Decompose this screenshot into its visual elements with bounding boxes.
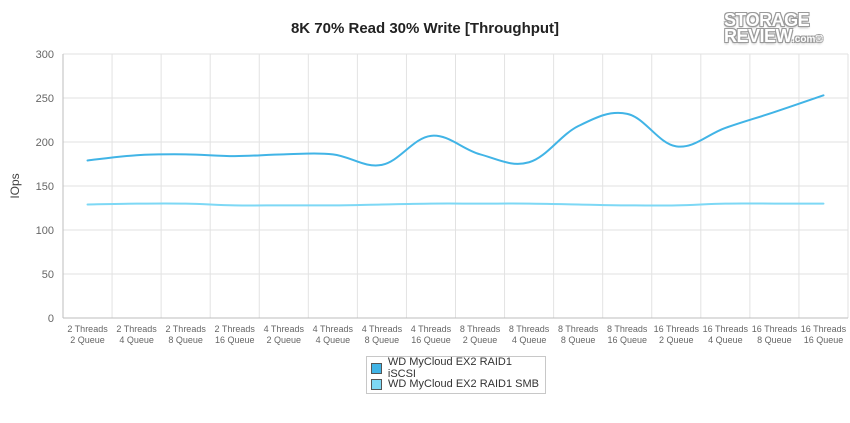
x-tick-label-line: 4 Threads <box>362 324 403 334</box>
x-tick-label: 2 Threads 16 Queue <box>215 324 256 345</box>
x-tick-label: 4 Threads 2 Queue <box>264 324 305 345</box>
y-tick-label: 100 <box>36 225 54 237</box>
x-tick-label-line: 16 Threads <box>654 324 700 334</box>
legend-label-smb: WD MyCloud EX2 RAID1 SMB <box>388 378 539 390</box>
x-tick-label-line: 16 Queue <box>804 335 844 345</box>
legend-label-iscsi: WD MyCloud EX2 RAID1 iSCSI <box>387 356 512 380</box>
legend-item-smb[interactable]: WD MyCloud EX2 RAID1 SMB <box>371 376 541 392</box>
x-tick-label-line: 8 Threads <box>509 324 550 334</box>
y-tick-label: 300 <box>36 49 54 61</box>
y-tick-labels: 0 50 100 150 200 250 300 <box>36 49 54 325</box>
x-tick-label: 4 Threads 8 Queue <box>362 324 403 345</box>
x-tick-label-line: 8 Threads <box>558 324 599 334</box>
x-tick-label-line: 8 Queue <box>561 335 596 345</box>
x-tick-label: 8 Threads 2 Queue <box>460 324 501 345</box>
x-tick-label-line: 8 Queue <box>365 335 400 345</box>
x-tick-label-line: 2 Threads <box>165 324 206 334</box>
x-tick-label-line: 2 Queue <box>463 335 498 345</box>
x-tick-label-line: 4 Threads <box>411 324 452 334</box>
x-tick-label: 16 Threads 8 Queue <box>752 324 798 345</box>
x-tick-label-line: 2 Queue <box>267 335 302 345</box>
x-tick-label-line: 8 Queue <box>168 335 203 345</box>
y-tick-label: 250 <box>36 93 54 105</box>
x-tick-label-line: 2 Threads <box>116 324 157 334</box>
x-tick-label-line: 4 Threads <box>313 324 354 334</box>
x-tick-label: 2 Threads 8 Queue <box>165 324 206 345</box>
y-tick-label: 50 <box>42 269 54 281</box>
x-tick-label-line: 4 Queue <box>512 335 547 345</box>
x-tick-label: 16 Threads 16 Queue <box>801 324 847 345</box>
legend-swatch-smb <box>371 378 382 390</box>
x-tick-label-line: 4 Queue <box>316 335 351 345</box>
legend-item-iscsi[interactable]: WD MyCloud EX2 RAID1 iSCSI <box>371 356 541 380</box>
x-tick-label-line: 8 Queue <box>757 335 792 345</box>
logo-text-line2: REVIEW.com® <box>724 26 823 47</box>
x-tick-label: 2 Threads 4 Queue <box>116 324 157 345</box>
y-tick-label: 150 <box>36 181 54 193</box>
x-tick-label-line: 16 Queue <box>607 335 647 345</box>
x-tick-label-line: 8 Threads <box>460 324 501 334</box>
chart-legend: WD MyCloud EX2 RAID1 iSCSI WD MyCloud EX… <box>366 356 546 394</box>
x-tick-label: 16 Threads 4 Queue <box>703 324 749 345</box>
logo-text-line2-main: REVIEW <box>724 26 793 46</box>
legend-swatch-iscsi <box>371 362 382 374</box>
x-tick-label-line: 4 Queue <box>119 335 154 345</box>
x-tick-label-line: 2 Queue <box>659 335 694 345</box>
series-lines <box>86 94 825 207</box>
axes <box>62 54 848 319</box>
series-line-0 <box>86 94 825 167</box>
series-line-1 <box>86 202 825 207</box>
y-axis-label: IOps <box>8 173 22 198</box>
x-tick-label-line: 16 Queue <box>215 335 255 345</box>
x-tick-label-line: 8 Threads <box>607 324 648 334</box>
x-tick-label: 16 Threads 2 Queue <box>654 324 700 345</box>
x-tick-label: 4 Threads 16 Queue <box>411 324 452 345</box>
x-tick-label-line: 16 Queue <box>411 335 451 345</box>
chart-title: 8K 70% Read 30% Write [Throughput] <box>290 20 560 37</box>
storagereview-logo: STORAGE REVIEW.com® <box>720 10 840 47</box>
x-tick-label: 8 Threads 4 Queue <box>509 324 550 345</box>
x-tick-label-line: 16 Threads <box>801 324 847 334</box>
grid-lines <box>62 53 849 318</box>
x-tick-label-line: 16 Threads <box>703 324 749 334</box>
x-tick-label: 2 Threads 2 Queue <box>67 324 108 345</box>
x-tick-label-line: 4 Queue <box>708 335 743 345</box>
y-tick-label: 0 <box>48 313 54 325</box>
y-tick-label: 200 <box>36 137 54 149</box>
x-tick-label-line: 4 Threads <box>264 324 305 334</box>
logo-suffix: .com® <box>792 34 823 45</box>
x-tick-label-line: 2 Threads <box>67 324 108 334</box>
x-tick-label: 8 Threads 16 Queue <box>607 324 648 345</box>
logo-text-line1: STORAGE <box>724 10 810 30</box>
x-tick-label: 8 Threads 8 Queue <box>558 324 599 345</box>
x-tick-label-line: 16 Threads <box>752 324 798 334</box>
x-tick-label-line: 2 Queue <box>70 335 105 345</box>
x-tick-label: 4 Threads 4 Queue <box>313 324 354 345</box>
x-tick-label-line: 2 Threads <box>215 324 256 334</box>
